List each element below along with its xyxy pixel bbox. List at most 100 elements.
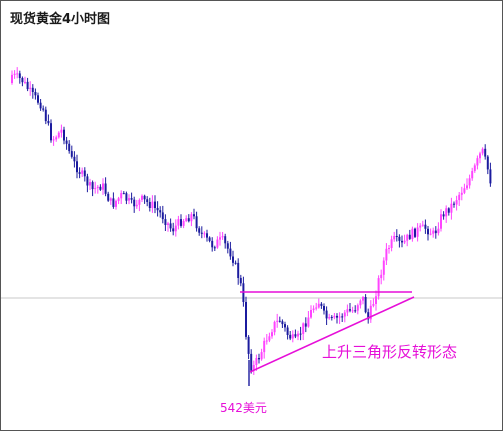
candle-body	[486, 156, 489, 170]
candle-body	[154, 201, 156, 208]
candle-body	[200, 232, 203, 234]
candle-body	[440, 214, 442, 229]
candle-body	[320, 303, 323, 306]
candle-body	[78, 172, 81, 174]
candle-body	[336, 315, 338, 318]
candle-body	[460, 192, 463, 195]
candle-body	[226, 243, 229, 249]
candle-body	[247, 336, 250, 354]
candle-body	[299, 333, 302, 335]
candle-body	[359, 300, 362, 306]
candle-body	[385, 248, 388, 261]
candle-body	[167, 223, 169, 225]
candle-body	[21, 78, 24, 83]
candle-body	[250, 353, 253, 371]
candle-body	[122, 193, 125, 195]
candle-body	[234, 262, 237, 264]
candle-body	[130, 198, 133, 200]
candle-body	[34, 92, 37, 96]
candle-body	[427, 228, 429, 235]
candle-body	[458, 194, 461, 201]
candle-body	[133, 199, 136, 207]
candle-body	[203, 233, 206, 235]
candle-body	[24, 81, 26, 83]
candle-body	[13, 73, 16, 75]
candle-body	[325, 310, 328, 319]
candle-body	[89, 182, 91, 186]
candle-body	[268, 336, 271, 341]
candle-body	[401, 240, 403, 243]
candle-body	[177, 219, 180, 226]
candle-body	[333, 315, 336, 318]
candle-body	[291, 334, 294, 339]
candle-body	[489, 169, 492, 184]
candle-body	[315, 307, 318, 309]
candle-body	[473, 165, 476, 171]
candle-body	[151, 201, 154, 208]
candle-body	[39, 102, 42, 109]
candle-body	[91, 182, 94, 190]
candle-body	[44, 109, 47, 122]
candle-body	[398, 236, 401, 241]
candle-body	[388, 248, 390, 249]
candle-body	[115, 200, 117, 207]
candle-body	[52, 139, 55, 141]
candle-body	[156, 208, 159, 211]
candle-body	[338, 316, 341, 318]
low-price-label: 542美元	[220, 401, 267, 415]
candle-body	[484, 148, 487, 157]
candle-body	[289, 334, 292, 339]
candle-body	[393, 236, 396, 240]
candle-body	[481, 148, 484, 154]
candle-body	[65, 140, 68, 144]
candle-body	[148, 202, 151, 208]
candle-body	[187, 218, 190, 222]
candle-body	[367, 312, 370, 320]
candle-body	[416, 227, 419, 237]
candle-body	[135, 204, 138, 207]
candle-body	[395, 236, 398, 237]
candle-body	[70, 151, 73, 157]
candle-body	[421, 224, 424, 226]
candle-body	[414, 228, 416, 237]
candle-body	[375, 296, 377, 304]
candle-body	[107, 193, 110, 201]
candle-body	[302, 323, 305, 334]
candle-body	[271, 332, 273, 337]
candle-body	[356, 305, 359, 311]
candle-body	[307, 317, 310, 327]
candle-body	[161, 212, 164, 220]
candle-body	[128, 198, 130, 201]
candle-body	[37, 95, 39, 103]
candle-body	[252, 365, 255, 371]
candle-body	[117, 198, 120, 201]
candle-body	[453, 203, 455, 205]
candle-body	[76, 161, 78, 173]
candle-body	[390, 239, 393, 248]
chart-title: 现货黄金4小时图	[10, 11, 110, 27]
candle-body	[479, 153, 481, 159]
candle-body	[182, 221, 185, 226]
candle-body	[141, 195, 143, 200]
candle-body	[328, 317, 331, 319]
candle-body	[96, 186, 99, 188]
candle-body	[442, 214, 445, 217]
candle-body	[411, 228, 414, 239]
candle-body	[198, 228, 201, 233]
candle-body	[304, 323, 307, 327]
candle-body	[323, 306, 325, 311]
candle-body	[120, 193, 123, 199]
candle-body	[364, 297, 367, 313]
candle-body	[143, 195, 146, 200]
candle-body	[99, 186, 102, 190]
candle-body	[284, 324, 286, 328]
candle-body	[63, 129, 65, 141]
candle-body	[60, 129, 63, 133]
candle-body	[341, 316, 344, 318]
candle-body	[83, 170, 86, 177]
candle-body	[180, 219, 182, 226]
candle-body	[239, 278, 242, 284]
candle-body	[55, 137, 58, 140]
candle-body	[94, 188, 97, 190]
